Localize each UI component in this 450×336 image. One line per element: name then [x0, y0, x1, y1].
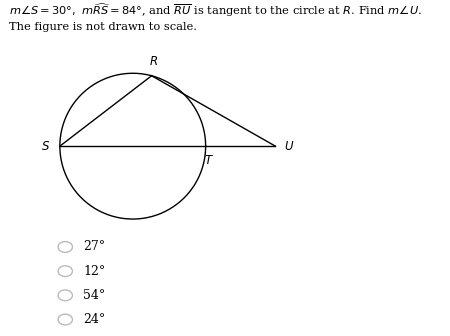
Text: $T$: $T$ — [204, 154, 214, 167]
Text: The figure is not drawn to scale.: The figure is not drawn to scale. — [9, 22, 197, 32]
Text: $R$: $R$ — [149, 55, 158, 68]
Text: $m\angle S = 30°,\ m\widehat{RS} = 84°$, and $\overline{RU}$ is tangent to the c: $m\angle S = 30°,\ m\widehat{RS} = 84°$,… — [9, 2, 422, 19]
Text: 27°: 27° — [83, 241, 105, 253]
Text: 24°: 24° — [83, 313, 105, 326]
Text: 12°: 12° — [83, 265, 105, 278]
Text: $U$: $U$ — [284, 140, 294, 153]
Text: 54°: 54° — [83, 289, 105, 302]
Text: $S$: $S$ — [41, 140, 50, 153]
